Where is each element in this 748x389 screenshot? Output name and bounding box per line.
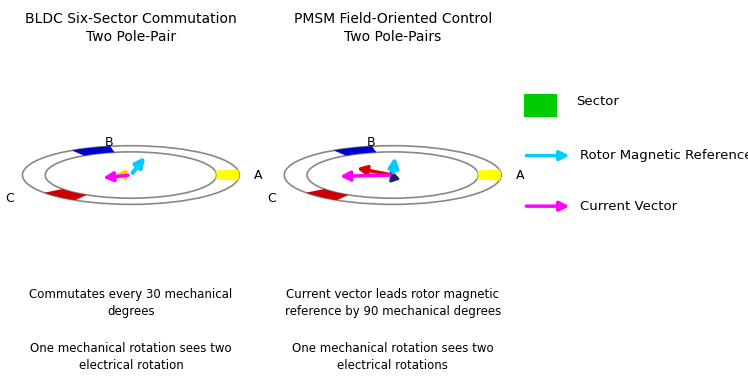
Polygon shape [215,170,239,180]
Text: Current vector leads rotor magnetic
reference by 90 mechanical degrees: Current vector leads rotor magnetic refe… [284,288,501,318]
Text: A: A [516,168,524,182]
Text: B: B [367,136,375,149]
Polygon shape [476,170,501,180]
Polygon shape [306,189,349,200]
Text: C: C [267,192,275,205]
Polygon shape [334,146,376,156]
Text: BLDC Six-Sector Commutation
Two Pole-Pair: BLDC Six-Sector Commutation Two Pole-Pai… [25,12,237,44]
Text: Rotor Magnetic Reference: Rotor Magnetic Reference [580,149,748,162]
Text: A: A [254,168,263,182]
Text: Current Vector: Current Vector [580,200,677,213]
Text: One mechanical rotation sees two
electrical rotation: One mechanical rotation sees two electri… [30,342,232,372]
Text: Commutates every 30 mechanical
degrees: Commutates every 30 mechanical degrees [29,288,233,318]
Polygon shape [131,152,216,187]
Text: PMSM Field-Oriented Control
Two Pole-Pairs: PMSM Field-Oriented Control Two Pole-Pai… [293,12,492,44]
Text: C: C [5,192,13,205]
Ellipse shape [46,152,216,198]
Polygon shape [72,146,114,156]
Text: One mechanical rotation sees two
electrical rotations: One mechanical rotation sees two electri… [292,342,494,372]
Text: Sector: Sector [576,95,619,108]
Polygon shape [44,189,87,200]
Ellipse shape [307,152,478,198]
Text: B: B [105,136,114,149]
FancyBboxPatch shape [524,94,557,117]
